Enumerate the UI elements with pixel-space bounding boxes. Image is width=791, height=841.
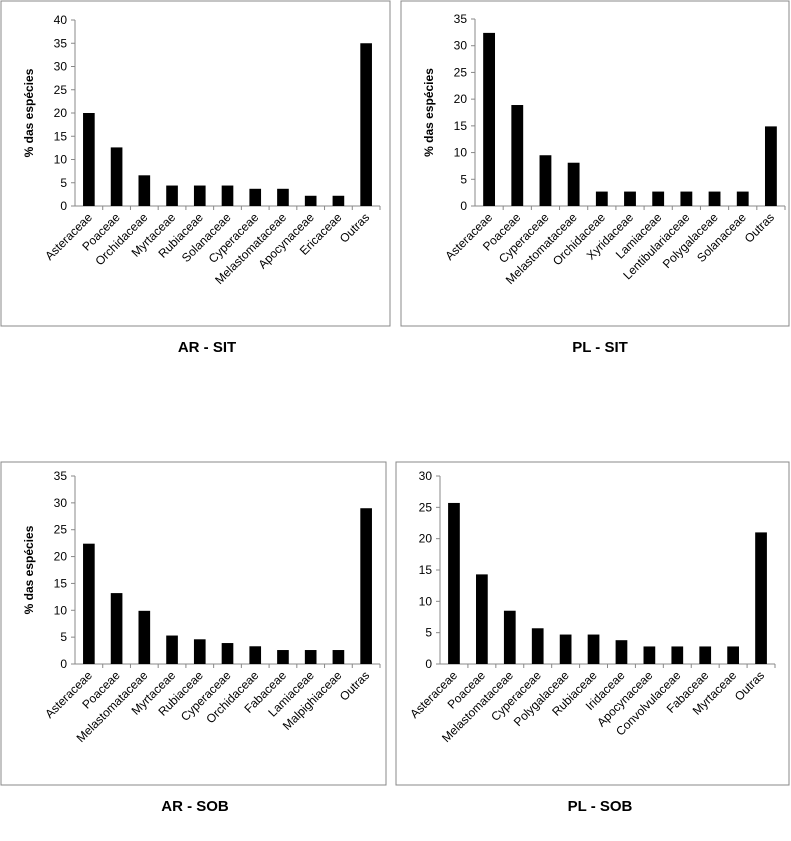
y-tick-label: 0	[60, 199, 67, 213]
bar	[511, 105, 524, 206]
y-tick-label: 35	[54, 469, 68, 483]
y-tick-label: 10	[454, 146, 468, 160]
y-tick-label: 25	[54, 523, 68, 537]
bar	[138, 175, 151, 206]
bar	[595, 191, 608, 206]
bar	[277, 650, 289, 664]
bar	[755, 532, 767, 664]
bar	[708, 191, 721, 206]
bar	[166, 635, 178, 664]
chart-title: PL - SIT	[572, 339, 628, 356]
bar	[559, 634, 572, 664]
bar	[221, 643, 234, 664]
y-tick-label: 30	[454, 39, 468, 53]
y-tick-label: 15	[454, 119, 468, 133]
y-tick-label: 15	[419, 563, 433, 577]
y-tick-label: 35	[54, 36, 68, 50]
chart-frame	[395, 461, 790, 786]
bar	[221, 185, 234, 206]
y-tick-label: 30	[54, 60, 68, 74]
y-tick-label: 15	[54, 576, 68, 590]
bar	[483, 32, 496, 206]
bar	[166, 185, 178, 206]
y-tick-label: 30	[419, 469, 433, 483]
bar	[138, 610, 151, 664]
chart-title: AR - SOB	[161, 798, 229, 815]
y-tick-label: 25	[54, 83, 68, 97]
y-tick-label: 0	[460, 199, 467, 213]
bar	[680, 191, 693, 206]
x-tick-label: Outras	[337, 210, 372, 245]
y-tick-label: 30	[54, 496, 68, 510]
bar	[539, 155, 552, 206]
y-tick-label: 25	[419, 500, 433, 514]
bar	[83, 543, 95, 664]
bar	[587, 634, 600, 664]
y-tick-label: 25	[454, 65, 468, 79]
y-tick-label: 20	[419, 532, 433, 546]
bar	[736, 191, 749, 206]
y-axis-label: % das espécies	[422, 68, 436, 157]
chart-title: PL - SOB	[568, 798, 633, 815]
y-tick-label: 20	[54, 106, 68, 120]
chart-title: AR - SIT	[178, 339, 236, 356]
bar	[304, 650, 317, 664]
bar	[110, 593, 123, 664]
bar	[332, 195, 345, 206]
bar	[83, 113, 95, 206]
bar	[277, 188, 289, 206]
chart-frame	[0, 0, 391, 327]
y-tick-label: 0	[425, 657, 432, 671]
y-tick-label: 20	[454, 92, 468, 106]
y-tick-label: 10	[419, 594, 433, 608]
y-axis-label: % das espécies	[22, 525, 36, 614]
y-tick-label: 0	[60, 657, 67, 671]
bar	[193, 185, 206, 206]
bar	[476, 574, 488, 664]
y-tick-label: 35	[454, 12, 468, 26]
y-tick-label: 10	[54, 153, 68, 167]
chart-frame	[400, 0, 790, 327]
bar	[671, 646, 684, 664]
y-tick-label: 10	[54, 603, 68, 617]
bar	[567, 162, 580, 206]
bar	[531, 628, 544, 664]
bar	[360, 43, 372, 206]
bar	[699, 646, 712, 664]
bar	[193, 639, 206, 664]
bar	[503, 610, 516, 664]
x-tick-label: Outras	[742, 210, 777, 245]
y-tick-label: 5	[60, 176, 67, 190]
bar	[727, 646, 739, 664]
y-axis-label: % das espécies	[22, 68, 36, 157]
y-tick-label: 5	[60, 630, 67, 644]
chart-frame	[0, 461, 387, 786]
bar	[249, 188, 262, 206]
bar	[110, 147, 123, 206]
y-tick-label: 40	[54, 13, 68, 27]
bar	[615, 640, 628, 664]
bar	[448, 502, 460, 664]
bar	[764, 126, 777, 206]
x-tick-label: Outras	[337, 668, 372, 703]
bar	[652, 191, 665, 206]
bar	[643, 646, 656, 664]
y-tick-label: 15	[54, 129, 68, 143]
bar	[249, 646, 262, 664]
x-tick-label: Outras	[732, 668, 767, 703]
bar	[624, 191, 636, 206]
bar	[332, 650, 345, 664]
y-tick-label: 20	[54, 550, 68, 564]
y-tick-label: 5	[425, 626, 432, 640]
bar	[304, 195, 317, 206]
y-tick-label: 5	[460, 172, 467, 186]
bar	[360, 508, 372, 664]
